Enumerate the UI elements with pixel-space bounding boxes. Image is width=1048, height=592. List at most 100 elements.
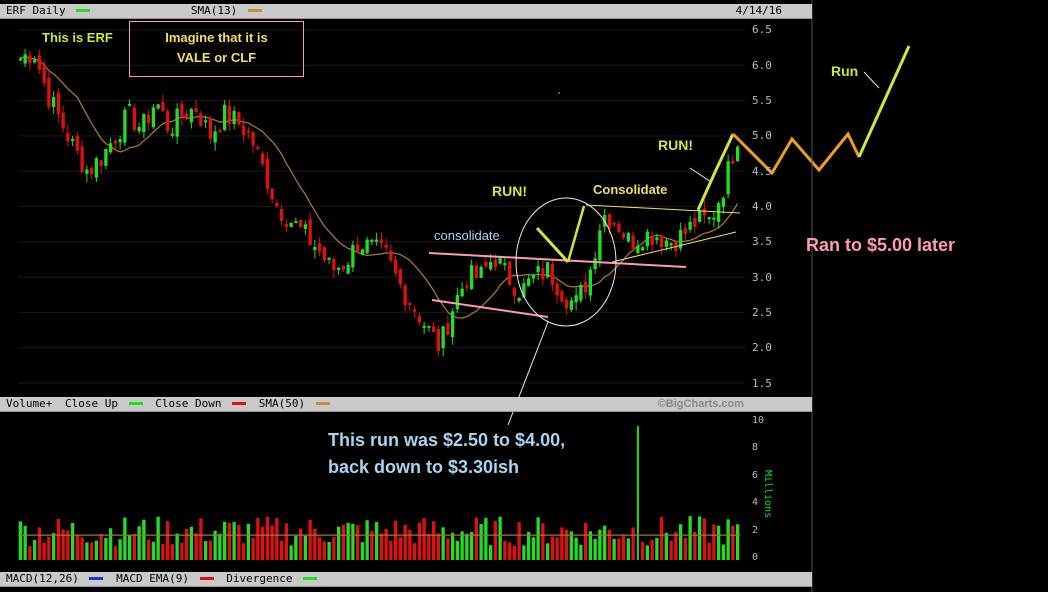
volume-bar bbox=[313, 528, 317, 560]
volume-bar bbox=[726, 519, 730, 560]
candle-body bbox=[702, 208, 707, 216]
price-tick: 6.5 bbox=[752, 23, 772, 36]
volume-bar bbox=[465, 533, 469, 560]
candle-body bbox=[189, 109, 194, 123]
candle-body bbox=[626, 233, 631, 242]
run-label-2-pointer bbox=[689, 167, 712, 183]
volume-bar bbox=[569, 531, 574, 560]
candle-body bbox=[142, 114, 146, 133]
price-tick: 3.5 bbox=[752, 235, 772, 248]
candle-body bbox=[550, 264, 555, 285]
candle-body bbox=[503, 263, 507, 266]
volume-bar bbox=[194, 533, 198, 560]
candle-body bbox=[541, 268, 545, 280]
volume-bar bbox=[232, 522, 236, 560]
volume-label: Volume+ bbox=[6, 397, 53, 410]
candle-body bbox=[47, 78, 51, 107]
volume-bar bbox=[735, 524, 740, 560]
volume-bar bbox=[222, 521, 227, 560]
volume-bar bbox=[370, 530, 374, 560]
volume-bar bbox=[716, 525, 721, 560]
volume-tick: 10 bbox=[752, 415, 765, 426]
candle-body bbox=[289, 222, 293, 228]
volume-bar bbox=[132, 533, 137, 560]
candle-body bbox=[28, 55, 32, 63]
volume-bar bbox=[365, 520, 369, 560]
volume-bar bbox=[256, 517, 260, 560]
upper-triangle-line bbox=[585, 204, 741, 214]
candle-body bbox=[317, 243, 322, 252]
candle-body bbox=[18, 58, 23, 61]
candle-body bbox=[232, 110, 236, 125]
symbol-label: ERF Daily bbox=[6, 4, 66, 17]
candle-body bbox=[151, 107, 156, 128]
volume-bar bbox=[66, 530, 70, 560]
volume-bar bbox=[702, 518, 707, 560]
candle-body bbox=[555, 283, 559, 296]
volume-bar bbox=[275, 517, 279, 560]
candle-body bbox=[156, 104, 160, 109]
candle-body bbox=[194, 108, 198, 112]
sma-line bbox=[20, 55, 739, 319]
volume-bar bbox=[199, 518, 203, 560]
candle-body bbox=[427, 325, 431, 328]
volume-bar bbox=[374, 521, 379, 560]
volume-bar bbox=[379, 533, 384, 560]
credit-watermark: ©BigCharts.com bbox=[657, 398, 744, 410]
candle-body bbox=[484, 261, 488, 267]
candle-body bbox=[560, 291, 564, 302]
candle-body bbox=[479, 266, 483, 278]
price-candles bbox=[18, 49, 740, 358]
candle-body bbox=[612, 222, 616, 225]
volume-bar bbox=[697, 516, 702, 560]
candle-body bbox=[579, 285, 583, 301]
candle-body bbox=[66, 132, 70, 142]
candle-body bbox=[688, 221, 692, 230]
run-label-1: RUN! bbox=[492, 183, 527, 199]
volume-bar bbox=[118, 539, 122, 560]
run-label-2: RUN! bbox=[658, 137, 693, 153]
run-future-pointer bbox=[863, 71, 880, 89]
volume-bar bbox=[170, 544, 175, 560]
volume-bar bbox=[384, 529, 388, 560]
volume-bar bbox=[355, 525, 360, 560]
volume-bar bbox=[674, 531, 678, 560]
volume-bar bbox=[51, 533, 56, 560]
candle-body bbox=[507, 261, 512, 286]
volume-bar bbox=[450, 532, 455, 560]
candle-body bbox=[237, 112, 241, 125]
candle-body bbox=[208, 118, 213, 139]
macd-swatch bbox=[89, 576, 104, 580]
volume-bar bbox=[531, 537, 536, 560]
candle-body bbox=[569, 300, 574, 310]
run-line-2 bbox=[696, 133, 735, 211]
candle-body bbox=[517, 297, 521, 302]
candle-body bbox=[355, 244, 360, 253]
candle-body bbox=[346, 264, 350, 274]
candle-body bbox=[341, 265, 346, 270]
price-tick: 2.5 bbox=[752, 306, 772, 319]
imagine-line1: Imagine that it is bbox=[165, 30, 268, 45]
candle-body bbox=[531, 274, 536, 279]
volume-bar bbox=[289, 545, 293, 560]
volume-bar bbox=[146, 539, 151, 560]
volume-bar bbox=[588, 531, 593, 560]
price-tick: 6.0 bbox=[752, 59, 772, 72]
candle-body bbox=[270, 188, 274, 200]
volume-sma-label: SMA(50) bbox=[258, 397, 306, 410]
volume-bar bbox=[23, 525, 27, 560]
close-down-swatch bbox=[232, 401, 247, 405]
price-tick: 4.5 bbox=[752, 165, 772, 178]
volume-bar bbox=[332, 537, 336, 560]
volume-bar bbox=[265, 516, 270, 560]
volume-bar bbox=[89, 542, 94, 560]
candle-body bbox=[645, 231, 650, 247]
volume-tick: 6 bbox=[752, 470, 759, 481]
volume-bar bbox=[460, 531, 464, 560]
volume-bar bbox=[693, 531, 697, 560]
volume-bar bbox=[237, 525, 241, 560]
volume-bar bbox=[503, 540, 507, 560]
volume-bar bbox=[545, 543, 550, 560]
volume-bar bbox=[279, 540, 284, 560]
volume-bar bbox=[564, 529, 569, 560]
